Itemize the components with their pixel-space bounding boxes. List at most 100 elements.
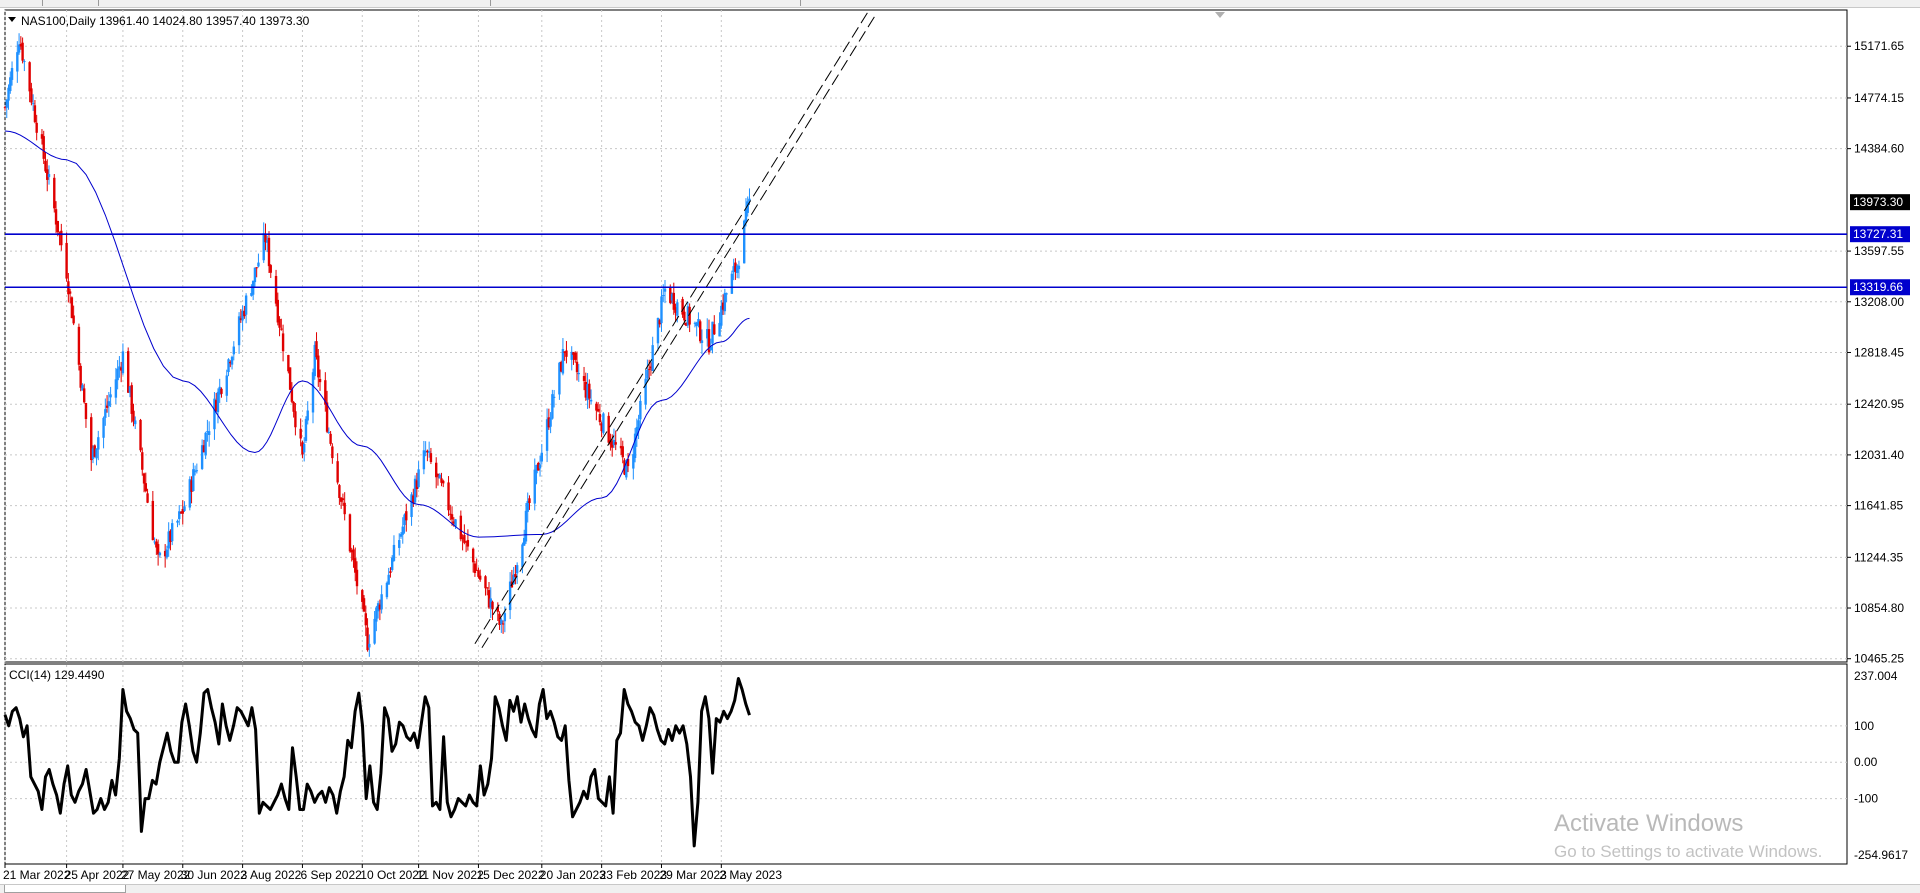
price-grid (4, 10, 1847, 662)
candle-body (646, 369, 649, 379)
candle-body (278, 318, 281, 328)
candle-body (232, 346, 235, 355)
date-tick-label: 25 Apr 2022 (65, 868, 130, 882)
candle-body (417, 469, 420, 488)
candle-body (424, 451, 427, 453)
candle-body (361, 590, 364, 602)
candle-body (269, 265, 272, 273)
date-tick-label: 23 Feb 2023 (600, 868, 668, 882)
candle-body (730, 273, 734, 294)
candle-body (331, 446, 334, 459)
candle-body (134, 420, 137, 425)
candle-body (153, 541, 156, 543)
candle-body (165, 549, 169, 558)
candle-body (105, 405, 109, 408)
candle-body (699, 321, 702, 342)
candle-body (264, 234, 267, 243)
candle-body (79, 365, 82, 388)
candle-body (364, 613, 367, 626)
candle-body (83, 388, 86, 403)
price-tick-label: 13208.00 (1854, 295, 1904, 309)
cci-axis[interactable]: 237.004 100 0.00 -100 -254.9617 (1854, 669, 1908, 862)
candle-body (533, 469, 536, 504)
candle-body (56, 220, 59, 233)
price-panel[interactable]: NAS100,Daily 13961.40 14024.80 13957.40 … (3, 9, 1848, 663)
candle-body (484, 576, 487, 589)
candle-body (81, 385, 84, 391)
candle-body (107, 401, 111, 407)
candle-body (706, 328, 709, 339)
chart-shift-marker[interactable] (1215, 12, 1225, 18)
candle-body (380, 594, 383, 610)
candle-body (503, 613, 507, 622)
candle-body (53, 177, 56, 209)
candle-body (735, 265, 739, 273)
candle-body (596, 408, 600, 412)
candle-body (10, 68, 14, 80)
candle-body (237, 316, 241, 346)
candle-body (72, 315, 75, 324)
price-tick-label: 10465.25 (1854, 652, 1904, 666)
candle-body (459, 515, 463, 540)
candle-body (294, 411, 297, 428)
candle-body (721, 302, 725, 310)
candle-body (633, 433, 637, 458)
current-price-tag (1850, 194, 1910, 211)
candle-body (461, 537, 464, 539)
candle-body (376, 603, 380, 612)
candle-body (561, 349, 565, 374)
candle-body (19, 44, 23, 47)
candle-body (632, 454, 635, 469)
candle-body (602, 413, 605, 433)
date-tick-label: 15 Dec 2022 (476, 868, 544, 882)
trend-channel-line-upper[interactable] (474, 9, 870, 645)
price-panel-frame (4, 9, 1848, 663)
candle-body (475, 569, 478, 571)
candle-body (449, 513, 452, 515)
candle-body (97, 437, 100, 450)
candle-body (130, 385, 133, 414)
candle-body (672, 292, 675, 310)
candle-body (626, 458, 630, 467)
candle-body (574, 352, 577, 360)
cci-tick-label: 0.00 (1854, 755, 1878, 769)
candle-body (84, 402, 88, 420)
candle-body (398, 540, 401, 548)
candle-body (514, 574, 517, 577)
candle-body (700, 340, 704, 343)
cci-panel[interactable]: CCI(14) 129.4490 (3, 663, 1848, 865)
candle-body (95, 448, 98, 459)
toolbar-separator (98, 0, 99, 6)
candle-body (442, 480, 445, 484)
price-tick-label: 12818.45 (1854, 345, 1904, 359)
candle-body (169, 530, 172, 543)
candle-body (327, 431, 331, 433)
date-tick-label: 11 Nov 2022 (417, 868, 484, 882)
candle-body (558, 362, 561, 395)
candle-body (368, 643, 371, 648)
candle-body (707, 329, 711, 353)
candle-body (405, 511, 408, 521)
trend-channel-line-lower[interactable] (481, 13, 877, 649)
candle-body (127, 351, 130, 393)
candle-body (429, 453, 433, 463)
candle-body (422, 450, 426, 470)
candle-body (563, 351, 566, 353)
candle-body (7, 87, 10, 101)
candle-body (156, 544, 160, 555)
candle-body (399, 534, 403, 537)
cci-tick-label: -100 (1854, 792, 1878, 806)
candle-body (3, 107, 7, 109)
price-axis[interactable]: 15171.65 14774.15 14384.60 13597.55 13208.00… (1847, 39, 1910, 666)
candle-body (565, 350, 568, 357)
toolbar-separator (42, 0, 43, 6)
candle-body (725, 293, 728, 295)
candle-body (512, 574, 515, 585)
candle-body (329, 433, 332, 444)
candle-body (477, 570, 480, 577)
candle-body (598, 413, 602, 423)
collapse-arrow-icon[interactable] (8, 17, 16, 22)
candle-body (609, 439, 612, 445)
